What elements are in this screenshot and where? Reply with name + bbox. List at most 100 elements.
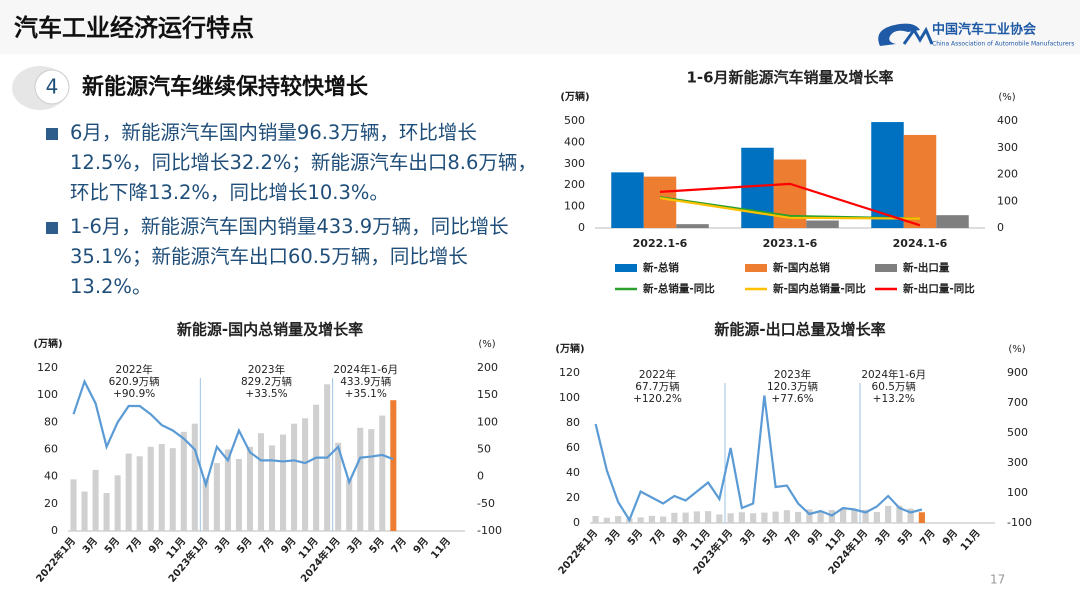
logo-mark — [902, 26, 934, 45]
bar — [676, 224, 709, 228]
y-tick-label: 0 — [51, 524, 58, 537]
bar — [783, 510, 790, 523]
x-tick-label: 5月 — [625, 527, 645, 548]
bar — [750, 513, 757, 523]
x-tick-label: 5月 — [367, 535, 387, 556]
y-tick-label: 60 — [44, 443, 58, 456]
bar — [302, 418, 309, 531]
bar — [379, 415, 386, 531]
x-tick-label: 5月 — [102, 535, 122, 556]
bar — [817, 511, 824, 523]
y-tick-label: 500 — [564, 114, 585, 127]
bullet: 1-6月，新能源汽车国内销量433.9万辆，同比增长35.1%；新能源汽车出口6… — [44, 212, 544, 302]
y-tick-label: 80 — [44, 415, 58, 428]
legend-label: 新-总销 — [643, 261, 679, 274]
y-tick-label: 0 — [573, 516, 580, 529]
section-number: 4 — [46, 75, 59, 99]
x-tick-label: 7月 — [918, 527, 938, 548]
annotation: 620.9万辆 — [109, 375, 160, 388]
bar — [615, 516, 622, 523]
bar — [761, 512, 768, 523]
bar — [191, 423, 198, 531]
line — [72, 378, 394, 489]
x-tick-label: 9月 — [670, 527, 690, 548]
bar — [313, 404, 320, 531]
x-tick-label: 9月 — [279, 535, 299, 556]
bar — [92, 469, 99, 531]
x-tick-label: 9月 — [940, 527, 960, 548]
annotation: 2022年 — [116, 363, 153, 376]
line — [594, 395, 923, 523]
x-tick-label: 2022年1月 — [33, 535, 78, 585]
annotation: 120.3万辆 — [767, 380, 818, 393]
y2-tick-label: 100 — [997, 194, 1018, 207]
bar — [114, 475, 121, 531]
bullet-list: 6月，新能源汽车国内销量96.3万辆，环比增长12.5%，同比增长32.2%；新… — [44, 118, 544, 306]
bar — [390, 400, 397, 531]
bar — [671, 512, 678, 523]
x-tick-label: 3月 — [738, 527, 758, 548]
bar — [795, 511, 802, 523]
x-tick-label: 3月 — [80, 535, 100, 556]
y-axis-unit: (万辆) — [560, 90, 589, 103]
y2-axis-unit: (%) — [998, 92, 1015, 103]
logo-en: China Association of Automobile Manufact… — [932, 41, 1074, 48]
logo-cn: 中国汽车工业协会 — [932, 22, 1037, 38]
bar — [772, 511, 779, 523]
annotation: 2024年1-6月 — [333, 363, 398, 376]
bar — [291, 423, 298, 531]
bar — [346, 479, 353, 531]
bar — [936, 215, 969, 228]
bar — [125, 453, 132, 531]
legend-swatch — [745, 264, 767, 272]
bar — [136, 456, 143, 531]
page-number: 17 — [990, 573, 1005, 587]
x-tick-label: 9月 — [146, 535, 166, 556]
x-tick-label: 2022.1-6 — [633, 237, 688, 250]
annotation: +120.2% — [633, 393, 682, 405]
bar — [592, 516, 599, 523]
y2-tick-label: 150 — [477, 388, 498, 401]
bar — [648, 515, 655, 523]
x-tick-label: 5月 — [895, 527, 915, 548]
bar — [246, 446, 253, 531]
badge — [34, 69, 70, 105]
chart-title: 1-6月新能源汽车销量及增长率 — [686, 69, 893, 87]
bar — [885, 505, 892, 523]
bar — [716, 514, 723, 523]
annotation: +77.6% — [771, 393, 813, 405]
logo-mark — [878, 23, 920, 46]
y-tick-label: 200 — [564, 178, 585, 191]
y-tick-label: 40 — [566, 466, 580, 479]
x-tick-label: 5月 — [760, 527, 780, 548]
legend-label: 新-出口量-同比 — [903, 282, 975, 295]
bar — [903, 134, 937, 228]
y2-tick-label: 300 — [997, 141, 1018, 154]
bar — [257, 433, 265, 531]
legend-swatch — [615, 264, 637, 272]
annotation: +90.9% — [113, 388, 155, 400]
x-tick-label: 9月 — [411, 535, 431, 556]
annotation: +35.1% — [345, 388, 387, 400]
annotation: 60.5万辆 — [872, 380, 916, 393]
x-tick-label: 3月 — [345, 535, 365, 556]
x-tick-label: 7月 — [124, 535, 144, 556]
y2-tick-label: -50 — [477, 497, 495, 510]
annotation: +33.5% — [245, 388, 287, 400]
y2-tick-label: -100 — [1007, 516, 1032, 529]
y2-tick-label: 0 — [997, 221, 1004, 234]
bar — [873, 512, 880, 523]
bar — [738, 512, 745, 523]
bar — [213, 463, 220, 531]
y-tick-label: 60 — [566, 441, 580, 454]
bar — [202, 478, 209, 531]
header-title: 汽车工业经济运行特点 — [14, 14, 254, 42]
bar — [871, 122, 904, 228]
y-tick-label: 20 — [44, 497, 58, 510]
y-tick-label: 400 — [564, 135, 585, 148]
bar — [280, 434, 287, 531]
legend-label: 新-国内总销量-同比 — [773, 282, 866, 295]
y-tick-label: 80 — [566, 416, 580, 429]
annotation: 829.2万辆 — [241, 375, 292, 388]
